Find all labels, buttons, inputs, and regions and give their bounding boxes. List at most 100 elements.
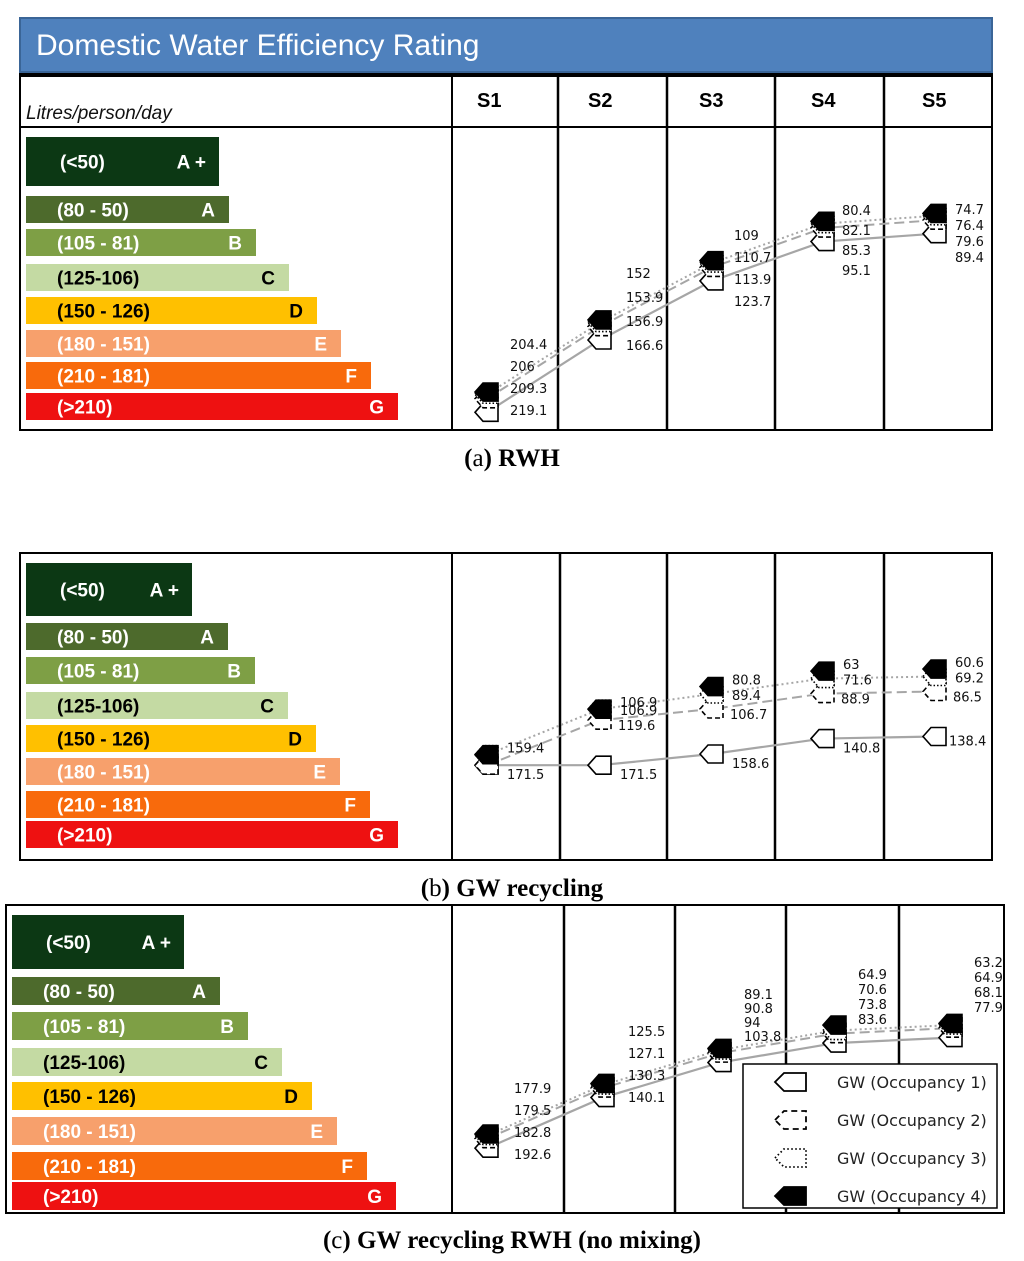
band-bar-a: [26, 196, 229, 223]
rating-scale-b: (<50) A + (80 - 50) A (105 - 81) B (125-106) C (…: [26, 563, 398, 848]
band-range-e: (180 - 151): [57, 763, 150, 784]
data-label-b-occ1-s2: 171.5: [620, 768, 657, 783]
band-bar-b: [26, 657, 255, 684]
band-grade-d: D: [288, 730, 302, 751]
marker-a-occ4-s5: [921, 203, 947, 224]
band-range-g: (>210): [43, 1187, 98, 1208]
data-label-b-occ4-s3: 80.8: [732, 674, 761, 689]
band-grade-e: E: [313, 763, 326, 784]
band-range-b: (105 - 81): [43, 1017, 125, 1038]
band-grade-d: D: [289, 302, 303, 323]
band-grade-f: F: [344, 796, 356, 817]
marker-c-occ4-s4: [821, 1015, 847, 1035]
band-range-c: (125-106): [57, 697, 139, 718]
marker-b-occ4-s2: [586, 699, 612, 719]
marker-c-occ4-s1: [473, 1124, 499, 1144]
data-label-c-occ4-s4: 64.9: [858, 968, 887, 983]
band-grade-c: C: [260, 697, 274, 718]
data-label-a-occ4-s2: 152: [626, 267, 651, 282]
data-label-c-occ3-s2: 127.1: [628, 1047, 665, 1062]
marker-b-occ4-s1: [473, 744, 499, 765]
data-label-a-occ2-s3: 113.9: [734, 273, 771, 288]
data-label-a-occ1-s2: 166.6: [626, 339, 663, 354]
band-bar-d: [26, 297, 317, 324]
data-label-c-occ1-s2: 140.1: [628, 1091, 665, 1106]
band-grade-d: D: [284, 1087, 298, 1108]
legend-marker-occupancy-2: [773, 1110, 807, 1130]
marker-a-occ4-s4: [809, 211, 835, 232]
data-label-c-occ2-s5: 68.1: [974, 986, 1003, 1001]
band-range-a: (80 - 50): [43, 982, 115, 1003]
marker-b-occ1-s5: [921, 726, 947, 747]
band-grade-c: C: [254, 1053, 268, 1074]
data-label-c-occ2-s1: 182.8: [514, 1126, 551, 1141]
data-label-b-occ3-s3: 89.4: [732, 689, 761, 704]
band-range-a: (80 - 50): [57, 628, 129, 649]
band-range-e: (180 - 151): [43, 1122, 136, 1143]
marker-c-occ4-s5: [937, 1013, 963, 1034]
band-grade-aplus: A +: [150, 581, 179, 602]
data-label-a-occ1-s3: 123.7: [734, 295, 771, 310]
column-header-s3: S3: [699, 90, 723, 112]
data-label-b-occ3-s4: 71.6: [843, 674, 872, 689]
data-label-b-occ3-s5: 69.2: [955, 671, 984, 686]
band-grade-a: A: [192, 982, 206, 1003]
band-range-c: (125-106): [43, 1053, 125, 1074]
band-bar-d: [26, 725, 316, 752]
title-bar: [19, 17, 993, 73]
data-label-a-occ3-s1: 206: [510, 360, 535, 375]
legend-marker-occupancy-1: [773, 1072, 807, 1092]
band-grade-g: G: [367, 1187, 382, 1208]
data-label-b-occ1-s5: 138.4: [949, 734, 986, 749]
data-label-a-occ4-s3: 109: [734, 229, 759, 244]
band-bar-aplus: [26, 137, 219, 186]
column-header-s2: S2: [588, 90, 612, 112]
band-bar-f: [26, 362, 371, 389]
band-range-b: (105 - 81): [57, 662, 139, 683]
data-label-a-occ2-s2: 156.9: [626, 315, 663, 330]
data-label-a-occ3-s5: 76.4: [955, 219, 984, 234]
caption-a: (a) RWH: [464, 445, 560, 472]
band-bar-b: [26, 229, 256, 256]
band-bar-g: [26, 393, 398, 420]
series-line-b-occ3: [486, 675, 936, 756]
marker-c-occ4-s2: [589, 1073, 615, 1094]
data-label-c-occ4-s3: 89.1: [744, 988, 773, 1003]
data-label-a-occ4-s4: 80.4: [842, 204, 871, 219]
data-label-b-occ4-s5: 60.6: [955, 656, 984, 671]
band-range-g: (>210): [57, 826, 112, 847]
data-label-a-occ3-s3: 110.7: [734, 251, 771, 266]
band-bar-a: [12, 977, 220, 1005]
band-grade-e: E: [314, 335, 327, 356]
band-range-d: (150 - 126): [43, 1087, 136, 1108]
band-bar-aplus: [12, 915, 184, 969]
data-label-b-occ1-s1: 171.5: [507, 768, 544, 783]
series-markers: [473, 203, 963, 1158]
marker-b-occ4-s5: [921, 659, 947, 679]
band-range-g: (>210): [57, 398, 112, 419]
band-grade-b: B: [227, 662, 241, 683]
data-label-c-occ2-s3: 94: [744, 1016, 761, 1031]
data-label-c-occ1-s5: 77.9: [974, 1001, 1003, 1016]
band-grade-g: G: [369, 398, 384, 419]
band-range-aplus: (<50): [60, 581, 105, 602]
data-label-b-occ4-s2: 106.9: [620, 696, 657, 711]
data-label-a-occ4-s5: 74.7: [955, 203, 984, 218]
legend-marker-occupancy-4: [773, 1186, 807, 1206]
rating-scales: (<50) A + (80 - 50) A (105 - 81) B (125-106) C (…: [12, 137, 398, 1210]
data-label-b-occ2-s5: 86.5: [953, 690, 982, 705]
band-bar-g: [12, 1182, 396, 1210]
data-label-c-occ2-s2: 130.3: [628, 1069, 665, 1084]
band-grade-f: F: [345, 367, 357, 388]
data-label-b-occ2-s4: 88.9: [841, 693, 870, 708]
data-label-c-occ4-s1: 177.9: [514, 1082, 551, 1097]
band-range-d: (150 - 126): [57, 302, 150, 323]
band-bar-f: [12, 1152, 367, 1180]
data-labels: 204.4 206 209.3 219.1 152 153.9 156.9 166.6 109 1…: [507, 203, 1003, 1163]
marker-a-occ4-s3: [698, 250, 724, 271]
marker-a-occ4-s2: [586, 310, 612, 330]
data-label-c-occ3-s4: 70.6: [858, 983, 887, 998]
data-label-c-occ4-s2: 125.5: [628, 1025, 665, 1040]
series-line-a-occ3: [486, 214, 936, 396]
data-label-c-occ1-s4: 83.6: [858, 1013, 887, 1028]
